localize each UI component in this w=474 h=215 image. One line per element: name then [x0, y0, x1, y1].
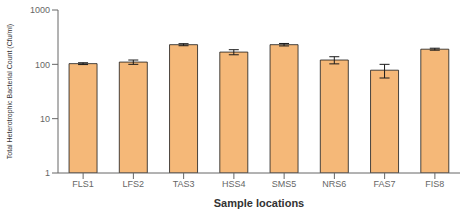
svg-text:1000: 1000: [30, 5, 50, 15]
svg-text:HSS4: HSS4: [222, 179, 246, 189]
svg-text:LFS2: LFS2: [123, 179, 145, 189]
svg-text:1: 1: [45, 168, 50, 178]
svg-text:FAS7: FAS7: [374, 179, 396, 189]
svg-text:NRS6: NRS6: [322, 179, 346, 189]
svg-text:Sample locations: Sample locations: [214, 197, 304, 209]
svg-text:100: 100: [35, 60, 50, 70]
svg-text:SMS5: SMS5: [272, 179, 297, 189]
svg-text:Total Heterotrophic Bacterial: Total Heterotrophic Bacterial Count (Cfu…: [8, 24, 14, 159]
svg-text:FIS8: FIS8: [425, 179, 444, 189]
svg-text:FLS1: FLS1: [72, 179, 94, 189]
svg-text:10: 10: [40, 114, 50, 124]
svg-text:TAS3: TAS3: [173, 179, 195, 189]
